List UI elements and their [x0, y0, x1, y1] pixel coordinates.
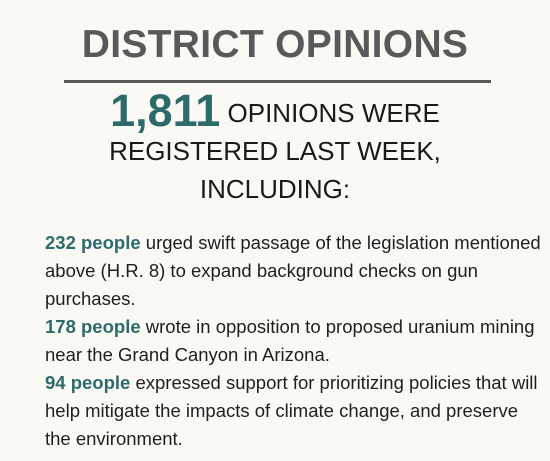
opinion-item: 232 people urged swift passage of the le…: [45, 229, 545, 313]
headline-line-1: 1,811 OPINIONS WERE: [0, 88, 550, 133]
opinion-count: 178 people: [45, 316, 141, 337]
headline-line-3: INCLUDING:: [199, 174, 351, 204]
opinion-item: 94 people expressed support for prioriti…: [45, 369, 545, 453]
opinion-count: 94 people: [45, 372, 131, 393]
title-divider: [64, 80, 491, 83]
opinion-count: 232 people: [45, 232, 141, 253]
opinion-text: wrote in opposition to proposed uranium …: [45, 316, 535, 365]
opinion-list: 232 people urged swift passage of the le…: [45, 229, 545, 453]
headline-line-2: REGISTERED LAST WEEK,: [109, 136, 441, 166]
opinion-text: urged swift passage of the legislation m…: [45, 232, 541, 309]
page-title: DISTRICT OPINIONS: [81, 23, 469, 66]
headline: 1,811 OPINIONS WERE REGISTERED LAST WEEK…: [0, 88, 550, 208]
opinion-text: expressed support for prioritizing polic…: [45, 372, 538, 449]
opinion-item: 178 people wrote in opposition to propos…: [45, 313, 545, 369]
headline-line-1-text: OPINIONS WERE: [227, 98, 440, 128]
total-opinions-count: 1,811: [110, 85, 221, 136]
